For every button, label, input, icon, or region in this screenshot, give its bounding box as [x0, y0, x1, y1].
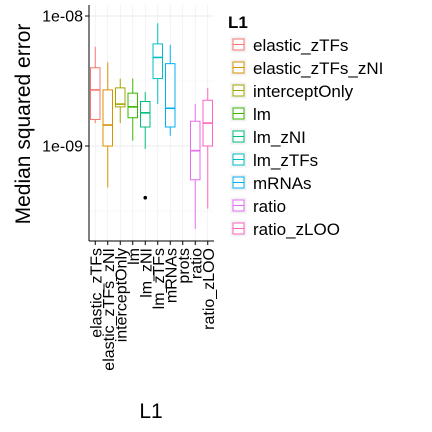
- legend-item-elastic_zTFs_zNI: elastic_zTFs_zNI: [229, 58, 383, 78]
- legend-item-ratio_zLOO: ratio_zLOO: [229, 219, 340, 239]
- box-mRNAs: [165, 44, 176, 136]
- box-ratio: [190, 104, 201, 229]
- legend-label: ratio: [253, 197, 286, 216]
- box-lm: [127, 78, 138, 141]
- legend-item-lm_zTFs: lm_zTFs: [229, 150, 318, 170]
- legend-item-mRNAs: mRNAs: [229, 173, 312, 193]
- legend-label: interceptOnly: [253, 82, 354, 101]
- x-tick-label: prots: [176, 248, 193, 284]
- box-iqr: [102, 89, 113, 147]
- legend-item-elastic_zTFs: elastic_zTFs: [229, 35, 348, 55]
- boxes-layer: [90, 23, 213, 229]
- box-iqr: [165, 63, 176, 128]
- box-elastic_zTFs: [90, 46, 101, 124]
- y-tick-label: 1e-08: [42, 9, 83, 26]
- legend-label: elastic_zTFs: [253, 36, 348, 55]
- y-axis-ticks: 1e-09 1e-08: [42, 9, 89, 156]
- legend: L1 elastic_zTFs elastic_zTFs_zNI intercept…: [228, 13, 383, 239]
- outlier-point: [143, 195, 148, 200]
- legend-item-interceptOnly: interceptOnly: [229, 81, 354, 101]
- legend-item-ratio: ratio: [229, 196, 286, 216]
- box-ratio_zLOO: [202, 87, 213, 209]
- x-tick-label: ratio_zLOO: [201, 248, 218, 330]
- legend-title: L1: [228, 13, 248, 32]
- x-axis-title: L1: [139, 400, 162, 423]
- box-iqr: [152, 43, 163, 80]
- legend-item-lm_zNI: lm_zNI: [229, 127, 306, 147]
- legend-label: elastic_zTFs_zNI: [253, 59, 383, 78]
- box-iqr: [115, 87, 126, 108]
- y-axis-title: Median squared error: [12, 24, 35, 225]
- x-tick-label: ratio: [188, 248, 205, 279]
- legend-label: lm_zNI: [253, 128, 306, 147]
- box-iqr: [140, 100, 151, 128]
- box-iqr: [127, 92, 138, 119]
- x-axis-ticks: elastic_zTFselastic_zTFs_zNIinterceptOnl…: [88, 241, 218, 371]
- box-lm_zTFs: [152, 23, 163, 105]
- box-iqr: [90, 67, 101, 120]
- x-tick-label: lm_zTFs: [151, 248, 168, 309]
- legend-label: lm_zTFs: [253, 151, 318, 170]
- box-lm_zNI: [140, 92, 151, 200]
- y-tick-label: 1e-09: [42, 139, 83, 156]
- legend-label: mRNAs: [253, 174, 312, 193]
- x-tick-label: elastic_zTFs_zNI: [101, 248, 118, 371]
- legend-item-lm: lm: [229, 104, 271, 124]
- x-tick-label: elastic_zTFs: [88, 248, 105, 338]
- x-tick-label: lm_zNI: [138, 248, 155, 298]
- x-tick-label: interceptOnly: [113, 248, 130, 342]
- box-interceptOnly: [115, 78, 126, 124]
- x-tick-label: lm: [126, 248, 143, 265]
- legend-label: ratio_zLOO: [253, 220, 340, 239]
- legend-label: lm: [253, 105, 271, 124]
- x-tick-label: mRNAs: [163, 248, 180, 303]
- box-elastic_zTFs_zNI: [102, 62, 113, 188]
